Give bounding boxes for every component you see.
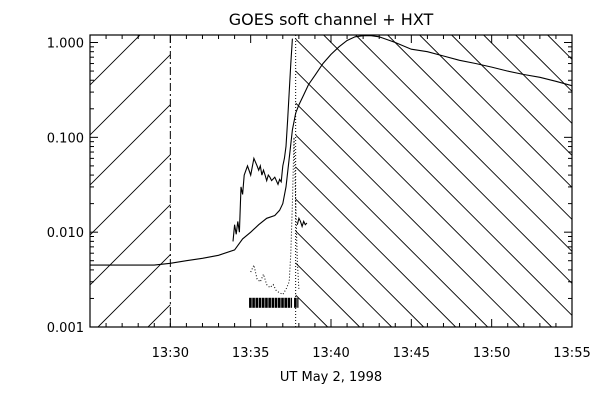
hatch-line: [348, 35, 600, 327]
hatch-line: [295, 70, 552, 327]
series-line-3: [296, 216, 308, 229]
hxt-interval-segment: [261, 297, 265, 308]
hatch-line: [295, 326, 296, 327]
hxt-interval-segment: [274, 297, 278, 308]
hxt-interval-segment: [258, 297, 262, 308]
x-tick-label: 13:50: [473, 346, 510, 361]
y-tick-label: 0.100: [47, 131, 84, 146]
hatched-region: [0, 35, 600, 327]
hatch-line: [90, 54, 171, 136]
x-tick-label: 13:30: [152, 346, 189, 361]
hatch-line: [295, 230, 392, 327]
hxt-interval-segment: [271, 297, 275, 308]
hxt-interval-segment: [265, 297, 268, 308]
hatch-line: [295, 38, 572, 316]
hxt-interval-segment: [252, 297, 255, 308]
hatch-line: [355, 35, 572, 252]
hatch-line: [147, 304, 171, 327]
hatch-line: [295, 198, 424, 327]
hatch-line: [419, 35, 572, 188]
x-axis-label: UT May 2, 1998: [280, 370, 382, 385]
y-tick-label: 1.000: [47, 37, 84, 52]
hatch-line: [448, 35, 600, 327]
hatch-line: [90, 35, 141, 86]
hatch-line: [387, 35, 572, 220]
hatch-line: [90, 104, 171, 186]
hatched-region: [0, 35, 600, 327]
hatch-line: [398, 35, 600, 327]
y-tick-label: 0.001: [47, 321, 84, 336]
x-tick-label: 13:40: [312, 346, 349, 361]
hatch-line: [451, 35, 572, 156]
x-tick-label: 13:45: [393, 346, 430, 361]
hxt-interval-segment: [297, 297, 299, 308]
hxt-interval-segment: [255, 297, 259, 308]
x-tick-label: 13:35: [232, 346, 269, 361]
hatch-line: [90, 204, 171, 286]
hatch-line: [498, 35, 600, 327]
series-line-1: [90, 35, 572, 266]
hxt-interval-segment: [284, 297, 288, 308]
hatch-line: [295, 102, 520, 327]
plot-frame: [89, 34, 573, 328]
hatch-line: [295, 294, 328, 327]
hatch-line: [248, 35, 540, 327]
hxt-interval-segment: [268, 297, 271, 308]
hatch-line: [90, 35, 91, 36]
hatch-line: [295, 166, 456, 327]
hatch-line: [580, 35, 600, 327]
hatch-line: [198, 35, 490, 327]
hxt-interval-segment: [277, 297, 281, 308]
hatch-line: [547, 35, 572, 60]
hatch-line: [295, 262, 360, 327]
hatch-line: [90, 154, 171, 236]
y-tick-label: 0.010: [47, 226, 84, 241]
hxt-interval-segment: [249, 297, 252, 308]
hatch-line: [295, 134, 488, 327]
hatch-line: [515, 35, 572, 92]
hxt-interval-segment: [294, 297, 297, 308]
hatch-line: [0, 35, 40, 327]
hatch-line: [97, 254, 171, 327]
hatch-line: [0, 35, 264, 327]
hxt-interval-segment: [287, 297, 291, 308]
chart-title: GOES soft channel + HXT: [229, 10, 434, 29]
hatch-line: [483, 35, 572, 124]
x-tick-label: 13:55: [553, 346, 590, 361]
hatch-line: [323, 35, 572, 284]
hxt-interval-segment: [281, 297, 284, 308]
series-line-2: [232, 38, 293, 242]
hxt-interval-segment: [290, 297, 293, 308]
